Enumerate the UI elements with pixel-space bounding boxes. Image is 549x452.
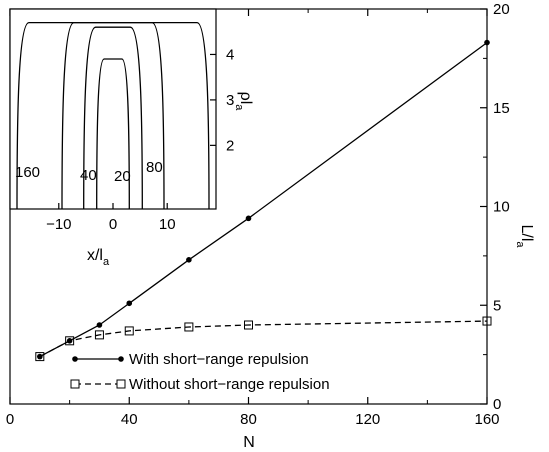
main-x-tick-label: 160	[474, 411, 499, 428]
series-1-point	[35, 352, 45, 362]
series-0-point	[186, 257, 192, 263]
main-y-axis-label-main: L/l	[518, 224, 535, 241]
inset-x-axis-label-sub: a	[103, 256, 110, 268]
legend-marker-with-repulsion-right	[118, 356, 124, 362]
legend-marker-without-repulsion-left	[70, 379, 80, 389]
main-y-tick-label: 20	[493, 1, 510, 18]
inset-y-axis-label-main: ρl	[237, 92, 254, 105]
main-x-tick-label: 80	[240, 411, 257, 428]
inset-plot-frame	[9, 8, 217, 210]
inset-curve-label-20: 20	[114, 168, 131, 185]
inset-curve-label-40: 40	[80, 167, 97, 184]
series-0-point	[96, 322, 103, 328]
legend-label-without-repulsion: Without short−range repulsion	[129, 376, 330, 393]
main-y-tick-label: 0	[493, 396, 501, 413]
main-x-tick-label: 0	[6, 411, 14, 428]
legend: With short−range repulsion Without short…	[70, 351, 330, 393]
legend-label-with-repulsion: With short−range repulsion	[129, 351, 309, 368]
main-y-tick-label: 5	[493, 297, 501, 314]
main-x-tick-label: 40	[121, 411, 138, 428]
main-x-axis-label: N	[243, 434, 255, 451]
inset-curve-160	[16, 21, 210, 210]
inset-x-tick-label: −10	[46, 216, 71, 233]
series-1-point	[184, 322, 194, 332]
inset-curve-label-80: 80	[146, 159, 163, 176]
inset-curves	[16, 21, 210, 210]
inset-x-axis-label: x/la	[87, 247, 110, 268]
inset-curve-40	[83, 26, 143, 210]
series-0-point	[126, 300, 133, 307]
inset-y-tick-label: 4	[226, 46, 234, 63]
legend-marker-with-repulsion-left	[72, 356, 78, 362]
series-0-point	[245, 215, 252, 222]
inset-axes: −10 0 10 2 3 4	[46, 46, 234, 233]
inset-curve-label-160: 160	[15, 164, 40, 181]
series-1-point	[65, 336, 75, 346]
inset-x-tick-label: 0	[109, 216, 117, 233]
main-y-axis-label-sub: a	[514, 241, 526, 248]
inset-y-axis-label-sub: a	[233, 104, 245, 111]
inset-y-axis-label: ρla	[233, 92, 254, 112]
series-1-point	[244, 320, 253, 330]
series-0-point	[484, 39, 490, 46]
inset-y-tick-label: 2	[226, 137, 234, 154]
series-1-point	[124, 326, 134, 336]
main-series	[35, 39, 492, 362]
inset-y-tick-label: 3	[226, 92, 234, 109]
legend-marker-without-repulsion-right	[116, 379, 126, 389]
main-y-tick-label: 10	[493, 199, 510, 216]
main-y-axis-label: L/la	[514, 224, 535, 248]
main-y-tick-label: 15	[493, 100, 510, 117]
main-x-tick-label: 120	[355, 411, 380, 428]
series-1-point	[482, 316, 492, 326]
inset-x-axis-label-main: x/l	[87, 247, 103, 264]
inset-curve-20	[96, 58, 130, 210]
series-1-point	[94, 330, 104, 340]
series-line-1	[39, 320, 488, 358]
inset-x-tick-label: 10	[159, 216, 176, 233]
